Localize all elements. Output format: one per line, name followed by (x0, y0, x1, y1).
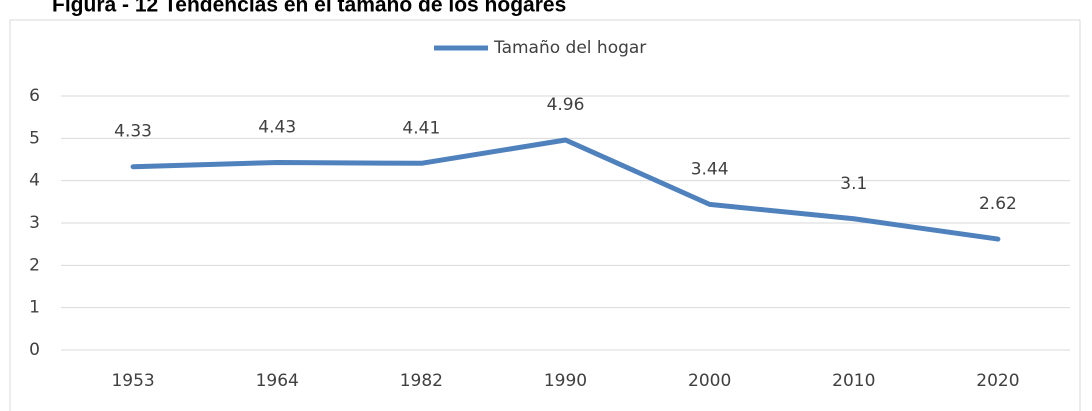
data-label: 2.62 (979, 194, 1017, 214)
data-label: 4.41 (402, 118, 440, 138)
data-label: 4.43 (258, 117, 296, 137)
legend-label: Tamaño del hogar (493, 38, 646, 58)
x-tick-label: 2010 (832, 371, 875, 391)
x-tick-label: 1953 (111, 371, 154, 391)
x-tick-label: 1982 (400, 371, 443, 391)
chart-frame (9, 19, 1081, 411)
y-tick-label: 6 (29, 86, 40, 106)
x-tick-label: 1964 (256, 371, 299, 391)
data-label: 3.1 (840, 174, 867, 194)
line (130, 137, 1001, 242)
y-tick-label: 3 (29, 213, 40, 233)
y-tick-label: 2 (29, 255, 40, 275)
data-label: 4.96 (547, 95, 585, 115)
chart-title: Figura - 12 Tendencias en el tamaño de l… (52, 0, 566, 17)
x-tick-label: 2020 (976, 371, 1019, 391)
y-tick-label: 5 (29, 128, 40, 148)
y-tick-label: 0 (29, 340, 40, 360)
x-tick-label: 1990 (544, 371, 587, 391)
y-tick-label: 4 (29, 171, 40, 191)
y-tick-label: 1 (29, 298, 40, 318)
data-label: 3.44 (691, 159, 729, 179)
data-label: 4.33 (114, 122, 152, 142)
x-tick-label: 2000 (688, 371, 731, 391)
